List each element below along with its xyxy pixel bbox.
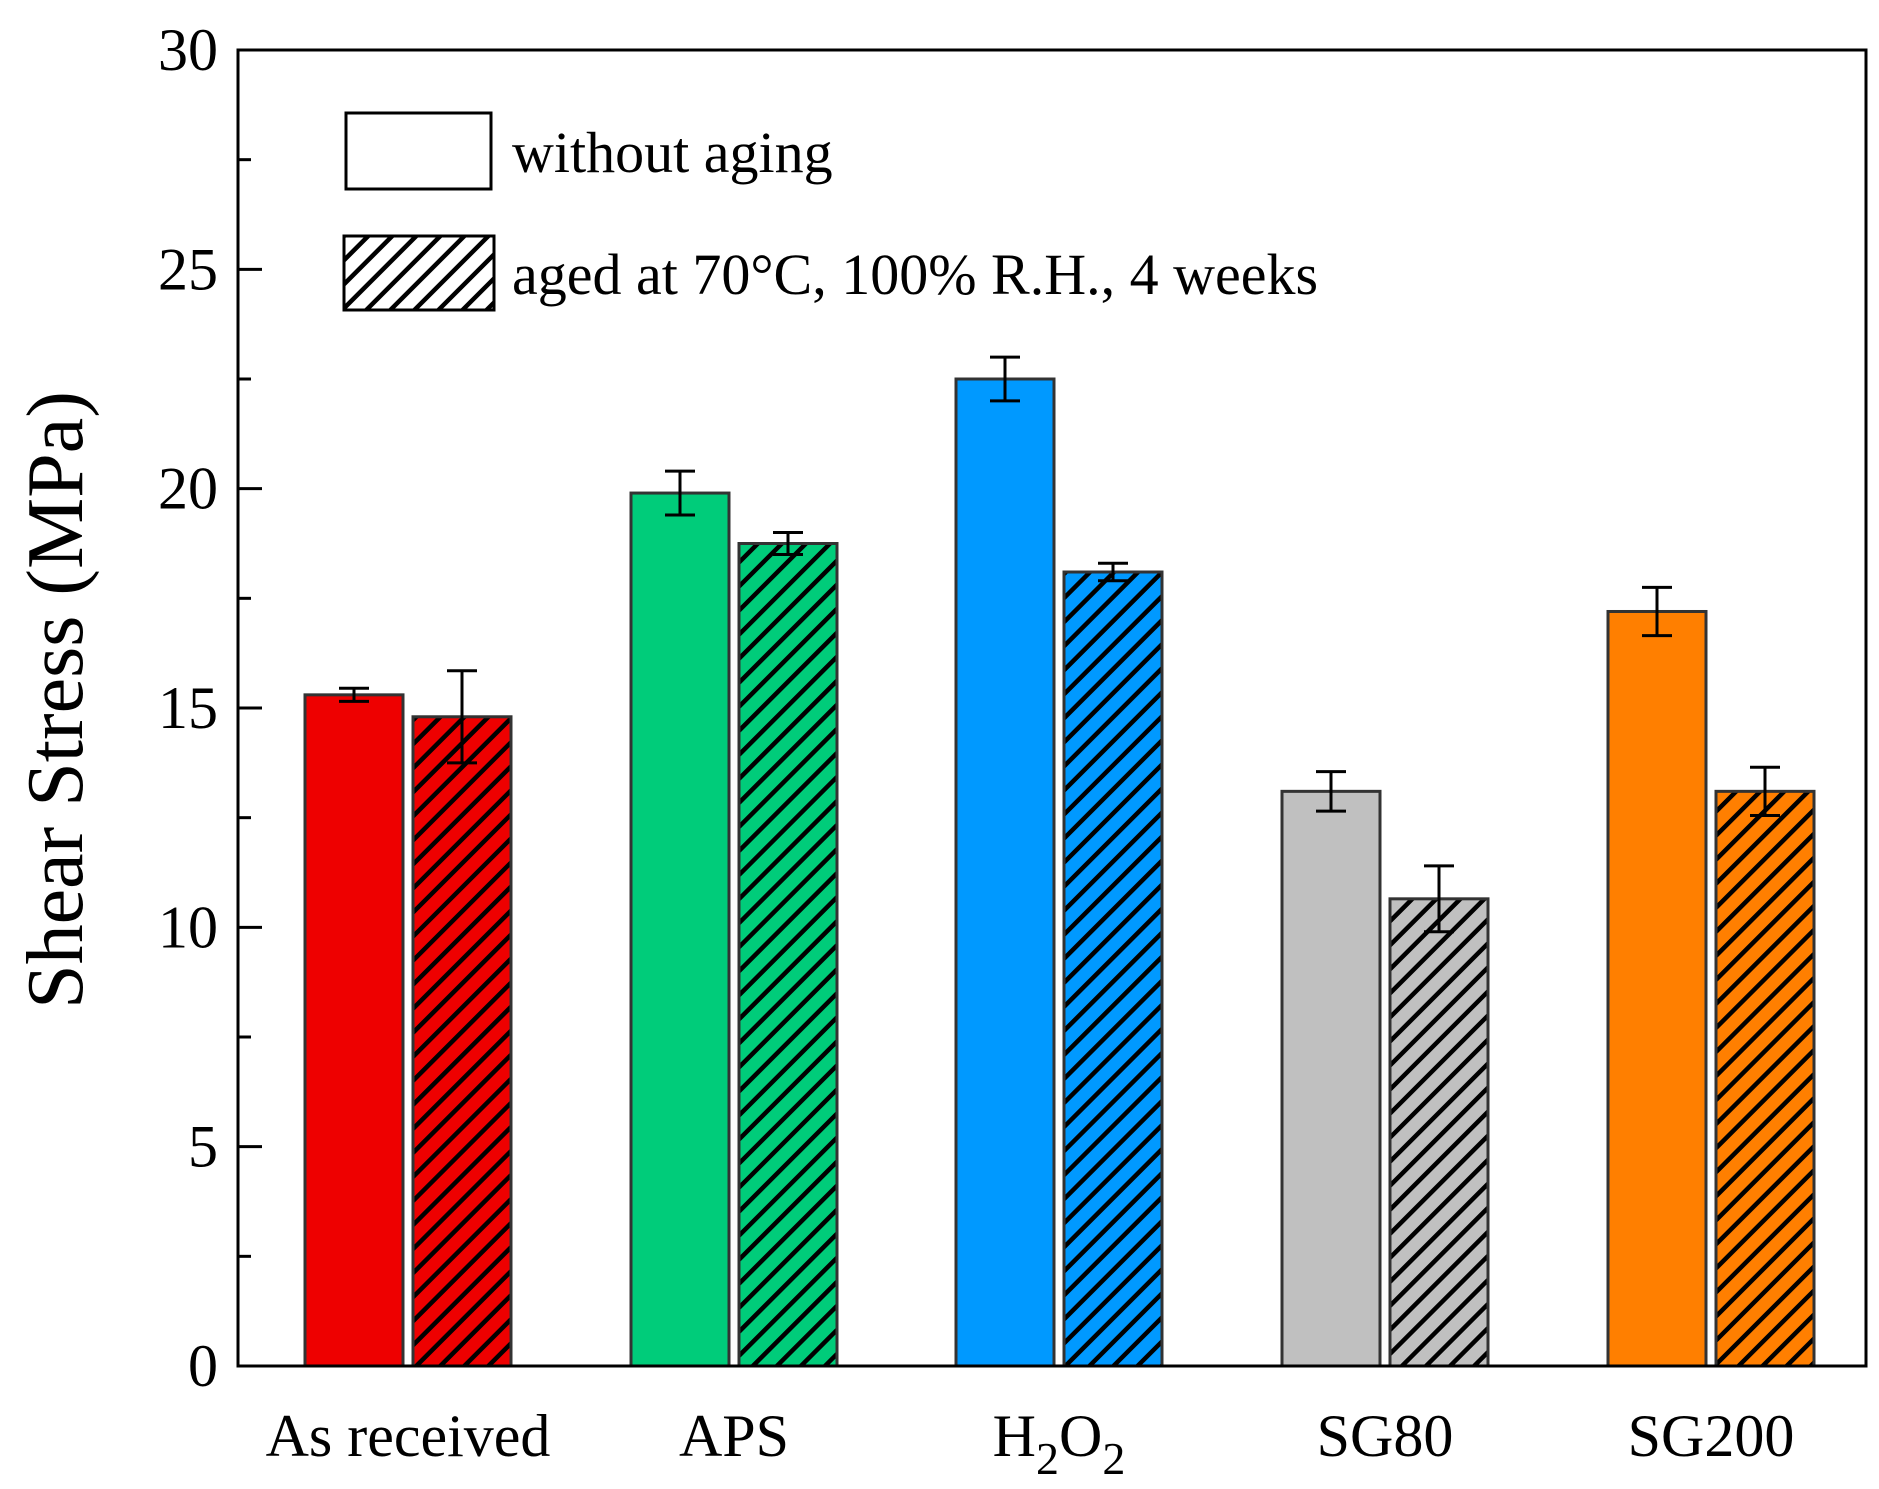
legend-label-aged: aged at 70°C, 100% R.H., 4 weeks [512, 242, 1318, 307]
legend-swatch-aged [342, 234, 496, 312]
y-tick-label-15: 15 [158, 675, 218, 741]
bar-sg200-unaged [1606, 609, 1708, 1368]
bar-h2o2-unaged [954, 377, 1056, 1368]
category-label-sg200: SG200 [1628, 1403, 1795, 1469]
bar-sg80-aged [1388, 897, 1490, 1368]
y-tick-label-5: 5 [188, 1114, 218, 1180]
legend-label-without-aging: without aging [512, 120, 833, 185]
category-label-h2o2: H2O2 [993, 1403, 1126, 1484]
y-tick-label-30: 30 [158, 17, 218, 83]
bar-as-received-aged [411, 715, 513, 1368]
bar-h2o2-aged [1062, 570, 1164, 1368]
legend: without aging aged at 70°C, 100% R.H., 4… [342, 111, 1318, 312]
bar-sg200-aged [1714, 789, 1816, 1368]
y-tick-label-20: 20 [158, 456, 218, 522]
bar-aps-unaged [629, 491, 731, 1368]
legend-swatch-without-aging [344, 111, 493, 191]
y-axis-title: Shear Stress (MPa) [12, 391, 100, 1009]
y-tick-label-0: 0 [188, 1333, 218, 1399]
category-label-aps: APS [679, 1403, 789, 1469]
bar-as-received-unaged [303, 693, 405, 1368]
bars-layer [303, 355, 1816, 1368]
bar-aps-aged [737, 542, 839, 1368]
bar-sg80-unaged [1280, 789, 1382, 1368]
y-tick-label-25: 25 [158, 236, 218, 302]
y-tick-label-10: 10 [158, 894, 218, 960]
category-label-sg80: SG80 [1317, 1403, 1454, 1469]
axes-layer: As received APS H2O2 SG80 SG200 0 5 10 15 20 25 30 [158, 17, 1868, 1484]
category-label-as-received: As received [266, 1403, 551, 1469]
